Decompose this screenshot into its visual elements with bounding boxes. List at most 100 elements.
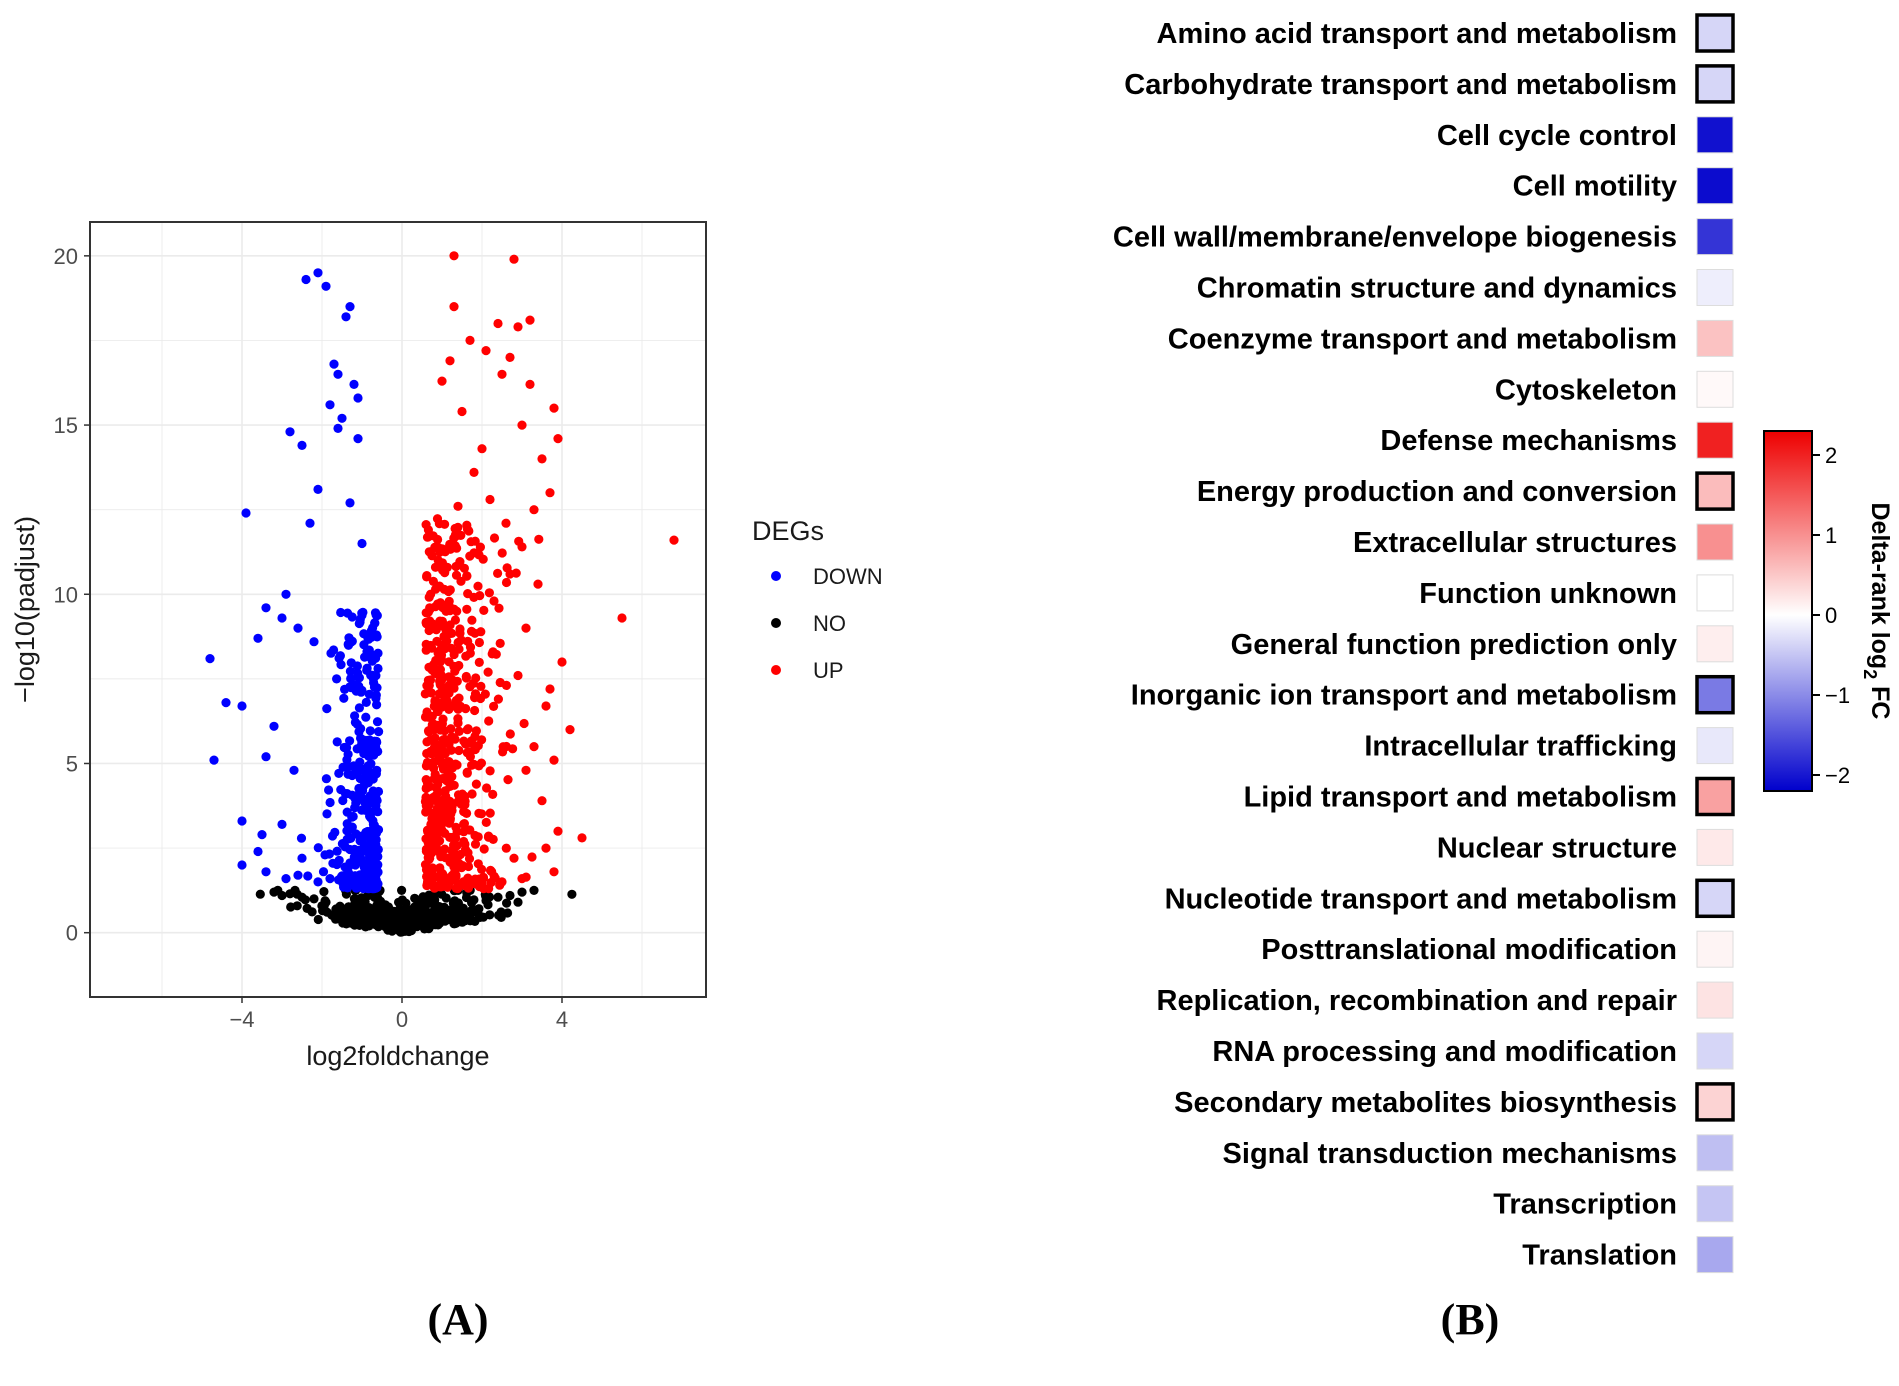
category-label: Chromatin structure and dynamics <box>1197 273 1677 305</box>
point-up <box>462 520 472 530</box>
point-up <box>521 623 531 633</box>
point-down <box>359 748 369 759</box>
point-up <box>481 817 491 828</box>
point-up <box>577 833 587 843</box>
point-up <box>422 737 432 747</box>
point-down <box>360 805 370 815</box>
point-down <box>354 703 364 713</box>
heatmap-cell <box>1696 167 1734 205</box>
gridlines <box>90 222 706 997</box>
point-down <box>301 274 311 285</box>
point-up <box>450 866 460 877</box>
point-up <box>525 379 535 389</box>
point-no <box>465 909 475 920</box>
point-up <box>422 571 432 581</box>
point-up <box>484 716 494 726</box>
point-up <box>441 699 451 709</box>
point-no <box>373 898 383 908</box>
point-up <box>421 801 431 811</box>
x-axis-label: log2foldchange <box>306 1041 489 1071</box>
point-down <box>354 673 364 683</box>
point-up <box>447 832 457 843</box>
point-down <box>349 379 359 389</box>
point-up <box>488 789 498 800</box>
point-down <box>368 862 378 872</box>
point-down <box>361 697 371 708</box>
point-up <box>505 569 515 579</box>
point-up <box>534 534 544 544</box>
point-up <box>454 693 464 703</box>
point-up <box>497 877 507 887</box>
point-down <box>303 871 313 881</box>
point-up <box>444 657 454 667</box>
point-up <box>517 420 527 430</box>
point-up <box>497 369 507 379</box>
point-up <box>469 467 479 477</box>
point-down <box>371 870 381 880</box>
heatmap-row: Cell wall/membrane/envelope biogenesis <box>1113 218 1734 256</box>
heatmap-row: Cell cycle control <box>1437 116 1734 154</box>
heatmap-row: Amino acid transport and metabolism <box>1157 13 1735 53</box>
point-down <box>365 630 375 640</box>
point-no <box>529 885 539 896</box>
point-down <box>336 872 346 882</box>
heatmap-cell <box>1695 64 1735 104</box>
category-label: Nuclear structure <box>1437 832 1677 864</box>
y-tick-label: 5 <box>66 751 78 776</box>
point-down <box>325 797 335 808</box>
point-up <box>471 779 481 789</box>
point-no <box>425 895 435 905</box>
heatmap-row: Inorganic ion transport and metabolism <box>1131 674 1735 715</box>
heatmap-row: Chromatin structure and dynamics <box>1197 269 1734 306</box>
colorbar-tick-label: 0 <box>1825 603 1837 628</box>
category-heatmap: Amino acid transport and metabolism Carbo… <box>1113 13 1894 1274</box>
point-up <box>485 808 495 818</box>
point-down <box>221 698 231 708</box>
point-down <box>352 661 362 671</box>
point-no <box>517 887 527 897</box>
heatmap-cell <box>1696 574 1734 612</box>
colorbar-ticks: 2 1 0 −1 −2 <box>1812 443 1850 788</box>
legend-label-up: UP <box>813 658 844 683</box>
point-no <box>485 910 495 920</box>
point-up <box>430 562 441 572</box>
point-up <box>428 792 438 803</box>
point-down <box>297 853 307 863</box>
category-label: Intracellular trafficking <box>1364 731 1677 763</box>
point-up <box>466 537 476 547</box>
point-no <box>331 904 341 914</box>
point-down <box>371 736 381 747</box>
point-up <box>487 867 497 877</box>
point-up <box>537 454 547 464</box>
point-up <box>545 488 555 498</box>
point-up <box>474 637 484 648</box>
colorbar-title: Delta-rank log2 FC <box>1860 503 1894 720</box>
point-no <box>384 913 394 923</box>
point-no <box>319 887 329 897</box>
point-up <box>483 667 493 677</box>
category-label: Coenzyme transport and metabolism <box>1168 323 1677 355</box>
point-no <box>363 891 373 901</box>
point-no <box>410 902 420 912</box>
point-up <box>493 568 503 579</box>
point-down <box>345 844 355 855</box>
heatmap-cell <box>1696 727 1734 765</box>
point-up <box>485 766 495 776</box>
point-up <box>436 741 446 751</box>
point-down <box>332 846 342 856</box>
point-up <box>479 605 489 616</box>
point-up <box>474 657 484 668</box>
heatmap-cell <box>1696 370 1734 408</box>
point-down <box>241 508 251 518</box>
point-no <box>375 905 385 915</box>
point-up <box>461 673 471 683</box>
point-up <box>462 767 472 777</box>
heatmap-cell <box>1695 776 1735 817</box>
colorbar: 2 1 0 −1 −2 Delta-rank log2 FC <box>1763 430 1894 792</box>
heatmap-row: Translation <box>1522 1236 1734 1274</box>
point-up <box>476 681 486 692</box>
point-up <box>489 533 500 543</box>
point-down <box>350 711 360 721</box>
point-up <box>525 315 535 325</box>
point-down <box>357 538 367 549</box>
